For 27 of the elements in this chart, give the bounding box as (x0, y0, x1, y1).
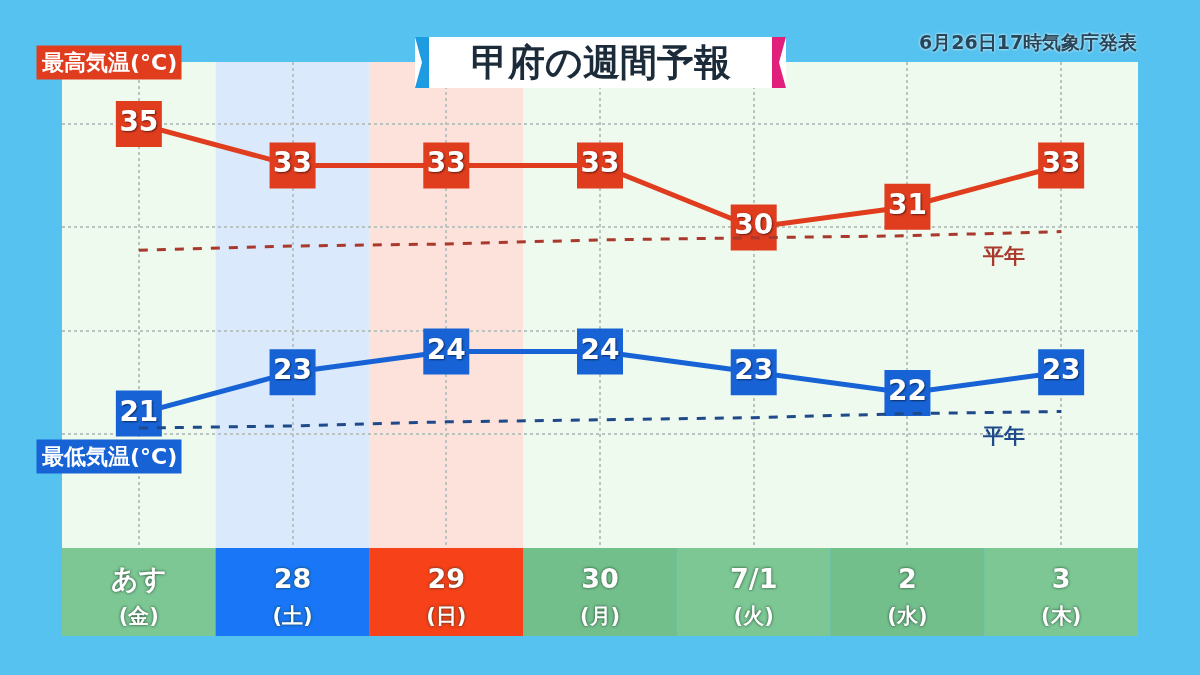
data-label: 21 (119, 394, 159, 428)
x-tick-label: 28 (土) (272, 563, 313, 629)
x-tick-label: 30 (月) (579, 563, 621, 629)
x-tick-label: 3 (木) (1041, 563, 1082, 629)
x-tick-label: 29 (日) (426, 563, 467, 629)
text: 6月26日17時気象庁発表 (919, 31, 1139, 53)
data-label: 24 (426, 332, 466, 366)
series-label: 平年 (982, 244, 1025, 268)
legend-label: 最低気温(°C) (41, 444, 178, 469)
data-label: 23 (1041, 353, 1081, 387)
data-label: 24 (580, 332, 620, 366)
data-label: 23 (273, 353, 313, 387)
x-tick-label: あす (金) (110, 563, 167, 629)
chart-title: 甲府の週間予報 (471, 41, 731, 84)
x-tick-label: 7/1 (火) (729, 563, 778, 629)
data-label: 30 (734, 208, 774, 242)
text: 最高気温(°C) (41, 50, 178, 75)
data-label: 31 (887, 187, 927, 221)
x-tick-label: 2 (水) (887, 563, 928, 629)
series-label: 平年 (982, 424, 1025, 448)
data-label: 33 (1041, 146, 1081, 180)
data-label: 33 (426, 146, 466, 180)
data-label: 35 (119, 105, 159, 139)
data-label: 33 (580, 146, 620, 180)
data-label: 33 (273, 146, 313, 180)
data-label: 22 (887, 373, 927, 407)
data-label: 23 (734, 353, 774, 387)
